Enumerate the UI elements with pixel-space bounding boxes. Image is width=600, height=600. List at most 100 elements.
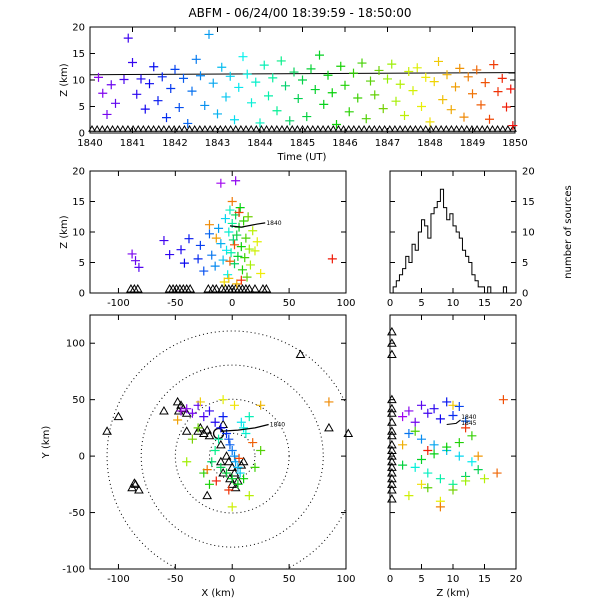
plan-source-marker xyxy=(211,476,221,486)
zy-source-marker xyxy=(454,451,464,461)
plan-y-tick-label: -100 xyxy=(62,565,85,576)
xz-source-marker xyxy=(127,249,137,259)
time-source-marker xyxy=(259,60,269,70)
time-ground-source-triangle xyxy=(226,124,235,132)
plan-station-triangle xyxy=(295,349,306,359)
zy-source-marker xyxy=(417,479,426,489)
time-source-marker xyxy=(251,77,261,87)
zy-ground-triangle xyxy=(387,451,397,460)
plan-station-triangle xyxy=(181,426,192,435)
xz-ground-source-triangle xyxy=(208,283,218,293)
time-source-marker xyxy=(442,70,452,80)
plan-y-tick-label: 100 xyxy=(66,339,85,350)
time-source-marker xyxy=(268,73,278,83)
xz-x-tick-label: 0 xyxy=(229,298,235,309)
histogram-bar xyxy=(453,226,456,293)
plan-x-tick-label: -50 xyxy=(167,574,183,585)
time-source-marker xyxy=(387,59,397,69)
xz-source-marker xyxy=(219,277,229,287)
plan-x-tick-label: 50 xyxy=(283,574,296,585)
time-source-marker xyxy=(281,81,290,91)
time-ground-source-triangle xyxy=(113,124,122,132)
hist-x-tick-label: 20 xyxy=(510,298,523,309)
range-ring xyxy=(140,364,324,548)
xz-source-marker xyxy=(207,250,217,260)
time-source-marker xyxy=(230,115,239,125)
time-source-marker xyxy=(272,106,282,116)
plan-station-triangle xyxy=(127,482,137,492)
time-x-tick-label: 1850 xyxy=(502,138,527,149)
plan-x-tick-label: 100 xyxy=(336,574,355,585)
time-source-marker xyxy=(472,65,482,75)
xz-source-marker xyxy=(211,233,221,243)
plan-source-marker xyxy=(187,434,197,444)
time-x-tick-label: 1845 xyxy=(290,138,315,149)
histogram-bar xyxy=(450,214,453,293)
xz-source-marker xyxy=(229,240,239,250)
zy-ground-triangle xyxy=(387,394,397,404)
xz-source-marker xyxy=(245,260,255,270)
zy-source-marker xyxy=(498,395,508,405)
time-ground-source-triangle xyxy=(478,124,487,132)
time-ground-source-triangle xyxy=(149,124,158,132)
time-ground-source-triangle xyxy=(170,124,179,132)
plan-station-triangle xyxy=(134,484,144,494)
time-source-marker xyxy=(94,72,103,82)
histogram-bar xyxy=(406,256,409,293)
time-source-marker xyxy=(298,75,307,85)
xz-y-tick-label: 5 xyxy=(79,258,85,269)
time-source-marker xyxy=(438,95,448,105)
plan-source-marker xyxy=(244,412,254,422)
plan-source-marker xyxy=(227,445,237,455)
zy-source-marker xyxy=(454,438,464,448)
time-source-marker xyxy=(408,86,418,96)
histogram-bar xyxy=(475,281,478,293)
time-source-marker xyxy=(153,96,163,106)
plan-source-marker xyxy=(248,438,258,448)
plan-source-marker xyxy=(324,397,334,407)
time-source-marker xyxy=(353,93,363,103)
time-ground-source-triangle xyxy=(437,124,445,132)
time-ground-source-triangle xyxy=(278,124,286,132)
time-source-marker xyxy=(315,50,324,60)
time-source-marker xyxy=(476,100,486,110)
time-source-marker xyxy=(370,90,380,100)
zy-source-marker xyxy=(480,474,489,484)
hist-x-tick-label: 10 xyxy=(447,298,460,309)
time-source-marker xyxy=(242,69,252,79)
plan-source-marker xyxy=(182,404,192,414)
zy-ground-triangle xyxy=(387,456,397,466)
xz-source-marker xyxy=(239,216,249,226)
zy-ground-triangle xyxy=(387,473,397,483)
time-ground-source-triangle xyxy=(380,124,389,132)
time-ground-source-triangle xyxy=(493,124,502,132)
time-ground-source-triangle xyxy=(231,124,240,132)
histogram-bar xyxy=(462,250,465,293)
xz-ground-source-triangle xyxy=(261,283,272,293)
height-y-frame xyxy=(389,314,517,570)
time-source-marker xyxy=(221,92,231,102)
xz-x-tick-label: 50 xyxy=(283,298,296,309)
time-ground-source-triangle xyxy=(462,124,471,132)
time-source-marker xyxy=(136,74,146,84)
time-ground-source-triangle xyxy=(288,124,297,132)
xz-track-label: 1840 xyxy=(266,220,281,227)
plan-source-marker xyxy=(244,491,254,501)
plan-station-triangle xyxy=(221,451,232,460)
plan-x-tick-label: 0 xyxy=(229,574,235,585)
zy-source-marker xyxy=(467,431,477,441)
plan-source-marker xyxy=(250,462,260,472)
zy-x-tick-label: 10 xyxy=(447,574,460,585)
time-source-marker xyxy=(255,118,265,128)
time-source-marker xyxy=(166,83,176,93)
xz-flash-track xyxy=(229,222,266,228)
time-source-marker xyxy=(446,105,456,115)
time-source-marker xyxy=(374,65,384,75)
plan-x-tick-label: -100 xyxy=(107,574,130,585)
plan-view-frame xyxy=(89,314,347,570)
plan-source-marker xyxy=(233,479,243,489)
time-ground-source-triangle xyxy=(370,124,379,132)
time-ground-source-triangle xyxy=(473,124,481,132)
time-ground-source-triangle xyxy=(298,124,307,132)
time-ground-source-triangle xyxy=(303,124,312,132)
